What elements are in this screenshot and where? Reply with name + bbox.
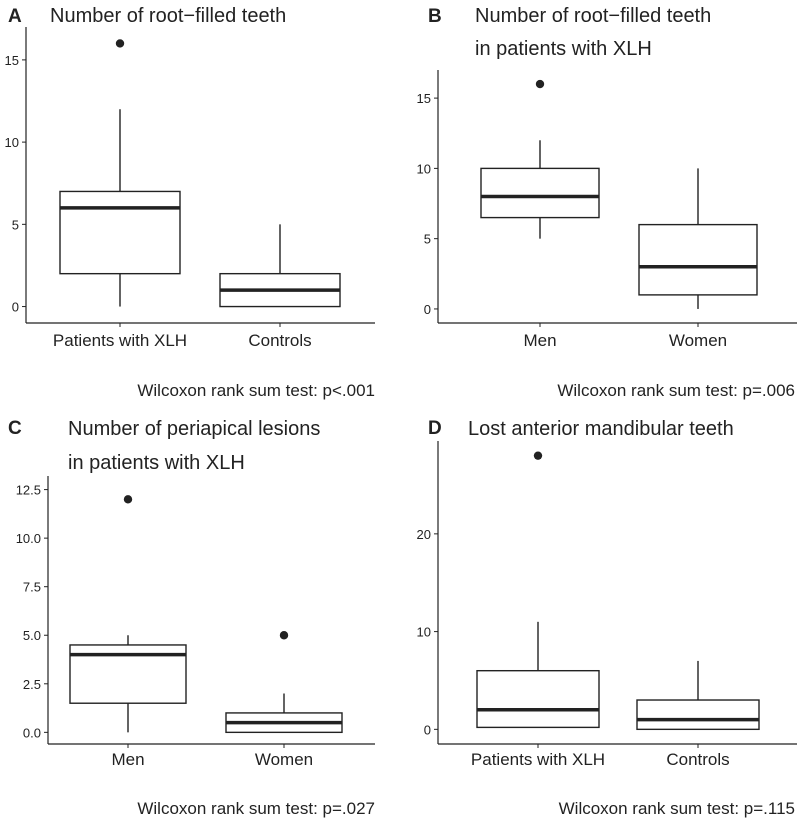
y-tick-label: 2.5 (23, 677, 41, 692)
y-tick-label: 12.5 (16, 483, 41, 498)
y-tick-label: 7.5 (23, 580, 41, 595)
box (636, 699, 760, 731)
panel-letter: B (428, 6, 442, 27)
panel-letter: A (8, 6, 22, 27)
y-tick-label: 10 (5, 135, 19, 150)
y-tick-label: 0 (424, 302, 431, 317)
outlier-point (535, 79, 545, 89)
y-tick-label: 20 (417, 527, 431, 542)
chart-title-line: in patients with XLH (475, 38, 652, 60)
chart-title-line: Number of periapical lesions (68, 418, 320, 440)
y-tick-label: 0.0 (23, 725, 41, 740)
panel-d: D Lost anterior mandibular teeth 0 10 20 Pati… (417, 418, 797, 818)
y-tick-label: 10 (417, 161, 431, 176)
panel-letter: D (428, 418, 442, 439)
y-tick-label: 5 (12, 217, 19, 232)
box (476, 669, 600, 729)
panel-b: B Number of root−filled teeth in patients … (417, 5, 797, 400)
chart-title-line: in patients with XLH (68, 452, 245, 474)
outlier-point (533, 451, 543, 460)
y-tick-label: 0 (12, 300, 19, 315)
footnote: Wilcoxon rank sum test: p=.006 (557, 381, 795, 400)
chart-title-line: Number of root−filled teeth (50, 5, 286, 27)
outlier-point (123, 495, 133, 504)
x-tick-label: Women (255, 750, 313, 769)
y-tick-label: 5.0 (23, 628, 41, 643)
box (59, 190, 181, 275)
x-tick-label: Controls (666, 750, 729, 769)
y-tick-label: 10.0 (16, 531, 41, 546)
chart-title-line: Lost anterior mandibular teeth (468, 418, 734, 440)
x-tick-label: Women (669, 331, 727, 350)
x-tick-label: Men (523, 331, 556, 350)
outlier-point (279, 631, 289, 640)
y-tick-label: 5 (424, 232, 431, 247)
panel-letter: C (8, 418, 22, 439)
footnote: Wilcoxon rank sum test: p=.027 (137, 799, 375, 818)
x-tick-label: Controls (248, 331, 311, 350)
outlier-point (115, 39, 125, 48)
y-tick-label: 15 (417, 91, 431, 106)
footnote: Wilcoxon rank sum test: p<.001 (137, 381, 375, 400)
x-tick-label: Men (111, 750, 144, 769)
box (480, 167, 600, 219)
y-tick-label: 15 (5, 53, 19, 68)
y-tick-label: 10 (417, 625, 431, 640)
panel-c: C Number of periapical lesions in patients… (8, 418, 375, 818)
x-tick-label: Patients with XLH (471, 750, 605, 769)
panel-a: A Number of root−filled teeth 0 5 10 15 Patien… (5, 5, 375, 400)
chart-title-line: Number of root−filled teeth (475, 5, 711, 27)
x-tick-label: Patients with XLH (53, 331, 187, 350)
box (638, 223, 758, 296)
y-tick-label: 0 (424, 722, 431, 737)
footnote: Wilcoxon rank sum test: p=.115 (559, 799, 795, 818)
